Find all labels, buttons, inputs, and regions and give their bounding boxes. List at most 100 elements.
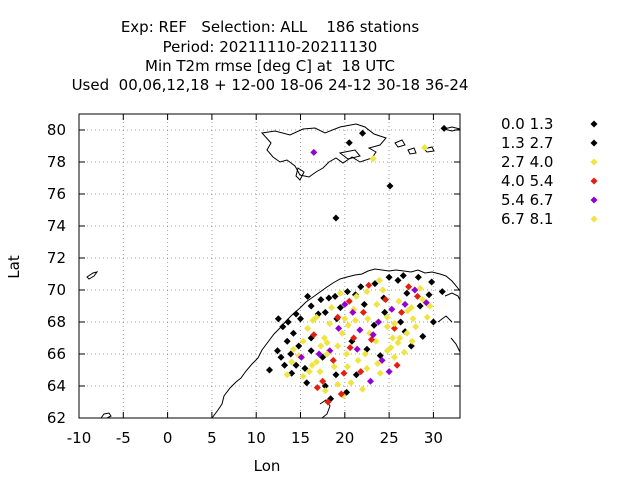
legend-label: 6.7 8.1 [501,210,553,228]
data-point [295,342,303,350]
data-point [426,302,434,310]
data-point [299,337,307,345]
data-point [371,280,379,288]
data-point [359,385,367,393]
data-point [338,329,346,337]
y-axis-ticks: 62 64 66 68 70 72 74 76 78 80 [47,121,460,427]
data-point [383,347,391,355]
data-point [383,313,391,321]
x-axis-label: Lon [254,457,281,475]
data-point [321,308,329,316]
x-tick-label: 30 [424,429,443,447]
data-point [364,315,372,323]
data-point [336,289,344,297]
data-point [330,363,338,371]
data-point [334,313,342,321]
data-point [334,380,342,388]
data-point [336,304,344,312]
legend: 0.0 1.31.3 2.72.7 4.04.0 5.45.4 6.76.7 8… [501,115,598,228]
data-point [340,369,348,377]
data-point [385,368,393,376]
coastline-map [86,123,461,419]
data-point [369,331,377,339]
data-point [335,324,343,332]
data-point [381,308,389,316]
data-point [316,368,324,376]
data-point [329,356,337,364]
legend-marker [590,158,598,166]
data-point [305,368,313,376]
legend-marker [590,139,598,147]
data-point [343,363,351,371]
data-point [359,308,367,316]
data-point [346,344,354,352]
data-point [369,155,377,163]
data-point [385,273,393,281]
data-point [266,366,273,374]
data-point [283,371,291,379]
x-tick-label: -10 [67,429,92,447]
data-point [323,350,331,358]
data-point [374,318,382,326]
data-point [383,323,391,331]
data-point [324,398,332,406]
data-point [317,342,325,350]
data-point [376,369,384,377]
data-point [412,323,420,331]
data-point [326,320,334,328]
data-point [350,334,358,342]
chart-title-line-4: Used 00,06,12,18 + 12-00 18-06 24-12 30-… [71,76,469,94]
data-point [419,332,427,340]
x-tick-label: 10 [247,429,266,447]
data-point [360,300,368,308]
data-point [317,296,325,304]
data-point [284,318,292,326]
data-point [325,294,333,302]
data-point [423,313,431,321]
data-point [345,297,353,305]
data-point [274,315,282,323]
data-point [279,323,287,331]
data-point [370,321,378,329]
x-tick-label: 20 [335,429,354,447]
y-tick-label: 70 [47,281,66,299]
data-point [440,124,448,132]
x-tick-label: 5 [207,429,217,447]
x-tick-label: 0 [163,429,173,447]
data-point [292,310,300,318]
x-tick-label: 25 [380,429,399,447]
data-point [345,139,353,147]
data-point [400,348,408,356]
data-point [354,356,362,364]
legend-marker [590,120,598,128]
data-point [297,315,305,323]
data-point [332,214,340,222]
data-point [390,324,398,332]
data-point [277,353,285,361]
x-tick-label: -5 [116,429,131,447]
data-point [288,358,296,366]
data-point [273,347,281,355]
legend-label: 2.7 4.0 [501,153,553,171]
data-point [389,334,397,342]
data-point [310,331,318,339]
y-tick-label: 74 [47,217,66,235]
y-tick-label: 78 [47,153,66,171]
data-point [404,307,412,315]
data-point [353,345,361,353]
data-point [283,337,291,345]
data-point [365,281,373,289]
chart-title-line-2: Period: 20211110-20211130 [162,38,378,56]
data-point [390,353,398,361]
data-point [281,361,289,369]
data-point [361,350,369,358]
data-point [438,288,446,296]
data-point [394,276,402,284]
y-axis-label: Lat [5,255,23,279]
data-point [319,377,327,385]
data-point [421,144,429,152]
x-tick-label: 15 [291,429,310,447]
legend-label: 0.0 1.3 [501,115,553,133]
data-point [310,148,318,156]
